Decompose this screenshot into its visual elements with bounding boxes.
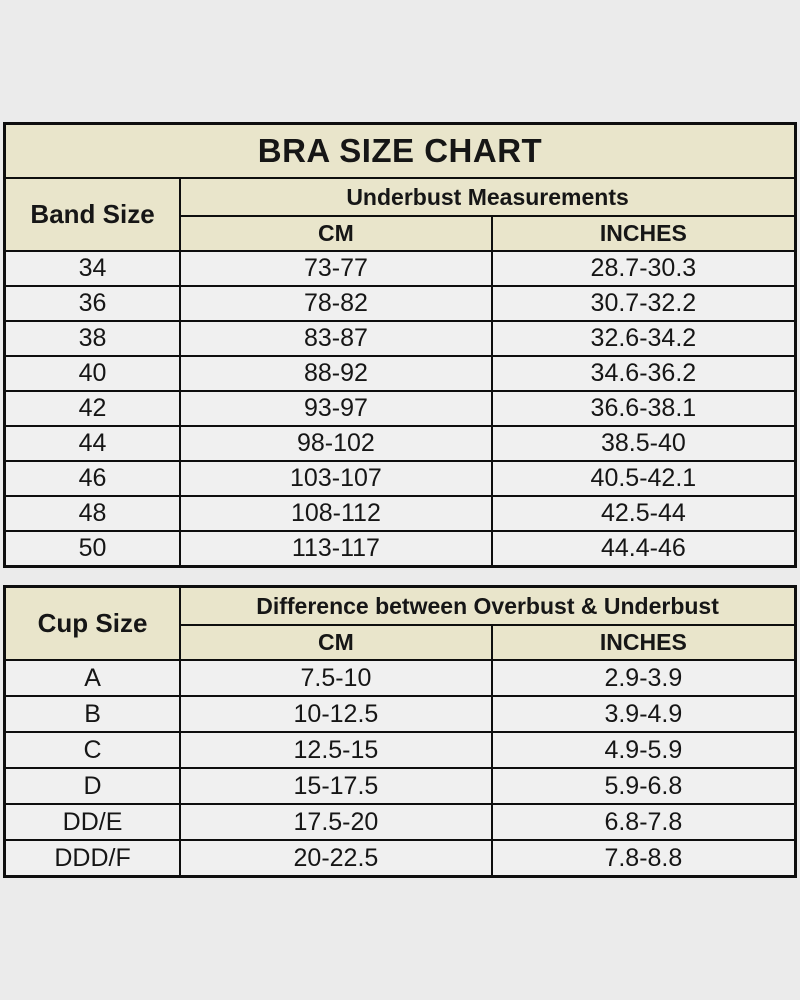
band-size-value: 44 [3, 425, 182, 462]
table-row: DD/E 17.5-20 6.8-7.8 [3, 803, 797, 841]
cm-range: 103-107 [179, 460, 493, 497]
cm-range: 73-77 [179, 250, 493, 287]
inches-range: 28.7-30.3 [490, 250, 797, 287]
cm-range: 88-92 [179, 355, 493, 392]
band-unit-header-row: CM INCHES [5, 215, 797, 252]
band-size-value: 42 [3, 390, 182, 427]
band-size-column-header: Band Size [3, 177, 182, 252]
cm-range: 10-12.5 [179, 695, 493, 733]
cup-size-value: C [3, 731, 182, 769]
band-size-value: 36 [3, 285, 182, 322]
cm-range: 17.5-20 [179, 803, 493, 841]
cup-size-value: DDD/F [3, 839, 182, 878]
cup-size-value: A [3, 659, 182, 697]
inches-range: 34.6-36.2 [490, 355, 797, 392]
cm-range: 98-102 [179, 425, 493, 462]
cup-inches-column-header: INCHES [490, 624, 797, 661]
cup-size-value: DD/E [3, 803, 182, 841]
band-size-value: 50 [3, 530, 182, 568]
cup-size-value: B [3, 695, 182, 733]
cup-size-table: Cup Size Difference between Overbust & U… [3, 585, 797, 878]
cm-range: 113-117 [179, 530, 493, 568]
band-size-value: 38 [3, 320, 182, 357]
table-row: 40 88-92 34.6-36.2 [3, 355, 797, 392]
band-cm-column-header: CM [179, 215, 493, 252]
table-row: A 7.5-10 2.9-3.9 [3, 659, 797, 697]
cm-range: 15-17.5 [179, 767, 493, 805]
inches-range: 40.5-42.1 [490, 460, 797, 497]
underbust-measurements-header: Underbust Measurements [179, 177, 797, 217]
table-row: 42 93-97 36.6-38.1 [3, 390, 797, 427]
table-row: D 15-17.5 5.9-6.8 [3, 767, 797, 805]
chart-title: BRA SIZE CHART [3, 122, 797, 179]
table-row: C 12.5-15 4.9-5.9 [3, 731, 797, 769]
cup-unit-header-row: CM INCHES [5, 624, 797, 661]
band-group-header-row: Band Size Underbust Measurements [3, 177, 797, 252]
inches-range: 38.5-40 [490, 425, 797, 462]
chart-title-row: BRA SIZE CHART [3, 122, 797, 179]
table-row: 34 73-77 28.7-30.3 [3, 250, 797, 287]
table-row: 48 108-112 42.5-44 [3, 495, 797, 532]
cm-range: 78-82 [179, 285, 493, 322]
band-size-value: 46 [3, 460, 182, 497]
cm-range: 20-22.5 [179, 839, 493, 878]
band-size-value: 34 [3, 250, 182, 287]
inches-range: 5.9-6.8 [490, 767, 797, 805]
inches-range: 6.8-7.8 [490, 803, 797, 841]
table-row: 36 78-82 30.7-32.2 [3, 285, 797, 322]
inches-range: 32.6-34.2 [490, 320, 797, 357]
cm-range: 93-97 [179, 390, 493, 427]
table-row: 38 83-87 32.6-34.2 [3, 320, 797, 357]
inches-range: 42.5-44 [490, 495, 797, 532]
cup-size-column-header: Cup Size [3, 585, 182, 661]
band-size-value: 40 [3, 355, 182, 392]
cup-cm-column-header: CM [179, 624, 493, 661]
cup-size-value: D [3, 767, 182, 805]
table-row: 50 113-117 44.4-46 [3, 530, 797, 568]
inches-range: 30.7-32.2 [490, 285, 797, 322]
band-inches-column-header: INCHES [490, 215, 797, 252]
table-row: DDD/F 20-22.5 7.8-8.8 [3, 839, 797, 878]
cm-range: 83-87 [179, 320, 493, 357]
table-row: 44 98-102 38.5-40 [3, 425, 797, 462]
inches-range: 3.9-4.9 [490, 695, 797, 733]
inches-range: 44.4-46 [490, 530, 797, 568]
table-row: B 10-12.5 3.9-4.9 [3, 695, 797, 733]
inches-range: 36.6-38.1 [490, 390, 797, 427]
cm-range: 12.5-15 [179, 731, 493, 769]
inches-range: 4.9-5.9 [490, 731, 797, 769]
inches-range: 7.8-8.8 [490, 839, 797, 878]
band-size-value: 48 [3, 495, 182, 532]
cm-range: 7.5-10 [179, 659, 493, 697]
cup-group-header-row: Cup Size Difference between Overbust & U… [3, 585, 797, 661]
overbust-underbust-difference-header: Difference between Overbust & Underbust [179, 585, 797, 626]
table-row: 46 103-107 40.5-42.1 [3, 460, 797, 497]
inches-range: 2.9-3.9 [490, 659, 797, 697]
band-size-table: BRA SIZE CHART Band Size Underbust Measu… [3, 122, 797, 568]
cm-range: 108-112 [179, 495, 493, 532]
